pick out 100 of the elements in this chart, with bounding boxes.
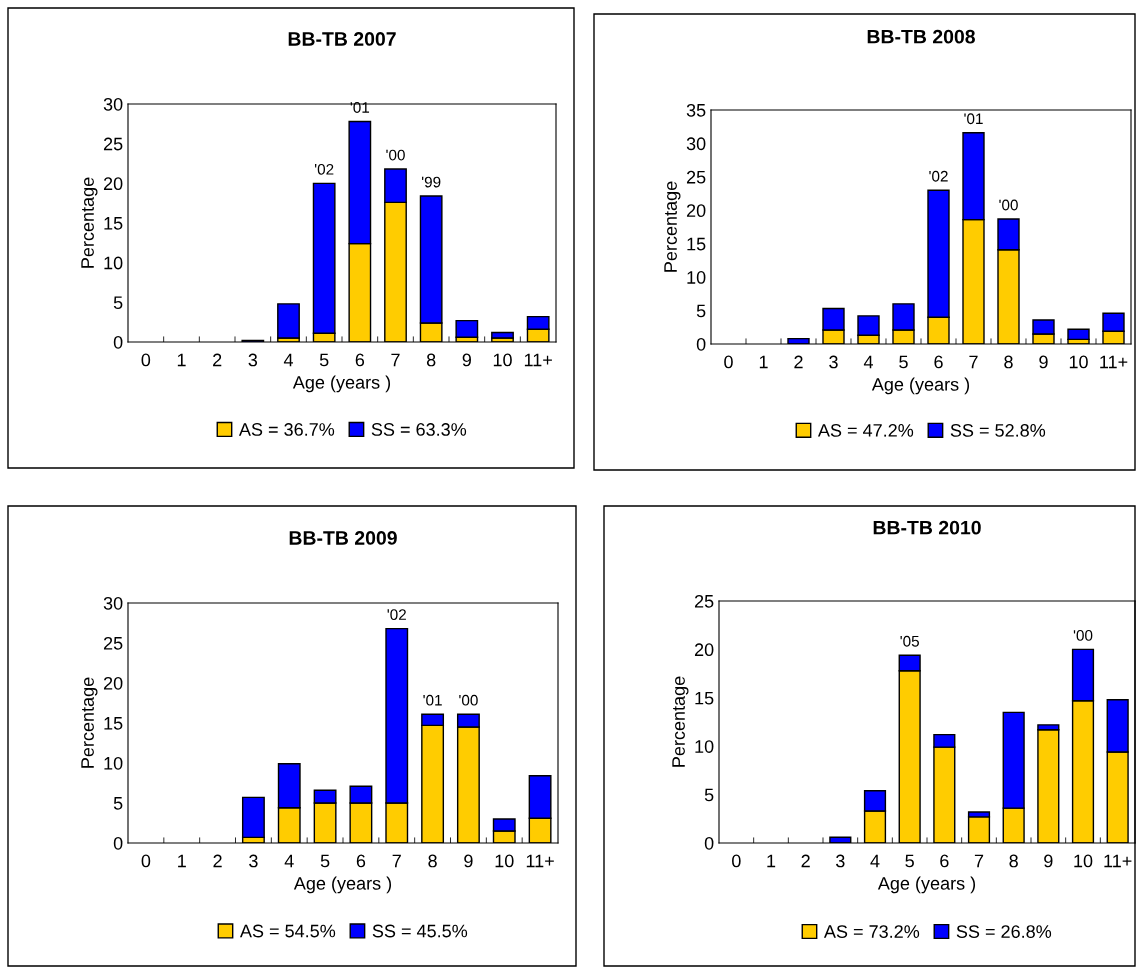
y-tick-label: 30 — [103, 97, 123, 111]
y-tick-label: 10 — [695, 740, 714, 753]
x-tick-label: 2 — [794, 355, 803, 369]
annotation: '02 — [387, 609, 406, 621]
x-tick-label: 10 — [1074, 854, 1093, 868]
x-tick-label: 8 — [426, 353, 436, 367]
y-tick-label: 10 — [104, 256, 123, 270]
y-tick-label: 0 — [704, 836, 714, 850]
x-tick-label: 6 — [355, 353, 365, 367]
x-tick-label: 7 — [392, 854, 401, 868]
x-tick-label: 7 — [974, 854, 984, 868]
y-tick-label: 15 — [687, 237, 706, 251]
x-tick-label: 8 — [1004, 355, 1013, 369]
x-tick-label: 7 — [969, 355, 978, 369]
x-tick-label: 3 — [836, 854, 845, 868]
legend-label: AS = 47.2% — [817, 424, 914, 437]
annotation: '01 — [350, 102, 370, 113]
x-tick-label: 2 — [213, 353, 222, 367]
y-axis-title: Percentage — [81, 177, 98, 268]
annotation: '02 — [929, 170, 948, 182]
y-axis-title: Percentage — [672, 676, 689, 767]
x-tick-label: 10 — [1069, 355, 1088, 369]
y-tick-label: 5 — [113, 797, 123, 810]
annotation: '00 — [459, 694, 478, 706]
x-tick-label: 3 — [829, 355, 838, 369]
x-tick-label: 8 — [428, 854, 437, 868]
y-tick-label: 5 — [113, 296, 123, 310]
x-tick-label: 0 — [724, 355, 733, 369]
chart-title: BB-TB 2009 — [289, 531, 397, 545]
x-tick-label: 1 — [759, 355, 768, 369]
y-tick-label: 25 — [103, 137, 123, 151]
legend-label: AS = 54.5% — [239, 924, 336, 938]
x-tick-label: 5 — [319, 353, 329, 367]
y-tick-label: 15 — [695, 691, 714, 705]
annotation: '05 — [900, 635, 919, 647]
x-tick-label: 3 — [249, 854, 258, 868]
y-axis-title: Percentage — [664, 181, 681, 272]
annotation: '01 — [964, 113, 983, 125]
x-tick-label: 4 — [863, 355, 873, 369]
x-tick-label: 6 — [356, 854, 366, 868]
chart-title: BB-TB 2008 — [867, 29, 975, 44]
annotation: '02 — [314, 163, 334, 175]
y-tick-label: 20 — [686, 204, 706, 218]
y-tick-label: 20 — [103, 676, 123, 690]
x-tick-label: 2 — [213, 854, 222, 868]
x-tick-label: 0 — [732, 854, 741, 868]
x-tick-label: 4 — [283, 353, 293, 367]
x-tick-label: 9 — [462, 353, 471, 367]
y-tick-label: 15 — [104, 217, 123, 230]
annotation: '01 — [423, 694, 442, 706]
legend-label: AS = 36.7% — [238, 423, 335, 436]
x-tick-label: 3 — [248, 353, 258, 367]
y-tick-label: 0 — [113, 836, 123, 850]
legend-label: AS = 73.2% — [823, 925, 920, 938]
legend-label: SS = 63.3% — [371, 423, 467, 436]
x-tick-label: 2 — [801, 854, 810, 868]
x-axis-title: Age (years ) — [877, 876, 976, 894]
x-axis-title: Age (years ) — [292, 375, 391, 393]
annotation: '99 — [421, 176, 441, 188]
annotation: '00 — [1073, 630, 1093, 641]
y-tick-label: 35 — [686, 103, 706, 117]
x-tick-label: 0 — [141, 353, 151, 367]
x-tick-label: 7 — [391, 353, 400, 367]
x-axis-title: Age (years ) — [871, 377, 970, 395]
x-tick-label: 6 — [940, 854, 949, 868]
legend-label: SS = 52.8% — [950, 424, 1046, 437]
x-tick-label: 1 — [177, 353, 186, 367]
x-tick-label: 0 — [141, 854, 151, 868]
x-tick-label: 11+ — [1100, 355, 1128, 369]
y-tick-label: 20 — [694, 643, 714, 657]
annotation: '00 — [386, 149, 405, 161]
y-tick-label: 0 — [696, 337, 706, 351]
x-tick-label: 1 — [767, 854, 776, 868]
y-tick-label: 30 — [103, 596, 123, 610]
y-tick-label: 5 — [696, 304, 706, 318]
legend-label: SS = 45.5% — [372, 924, 468, 938]
x-tick-label: 1 — [178, 854, 186, 868]
x-tick-label: 5 — [320, 854, 330, 868]
x-tick-label: 8 — [1009, 854, 1018, 868]
chart-title: BB-TB 2007 — [288, 32, 396, 46]
x-tick-label: 9 — [1039, 355, 1048, 369]
y-tick-label: 15 — [104, 717, 123, 730]
y-axis-title: Percentage — [81, 677, 98, 768]
y-tick-label: 30 — [686, 137, 706, 151]
y-tick-label: 0 — [113, 335, 123, 349]
y-tick-label: 10 — [104, 756, 123, 770]
x-tick-label: 5 — [905, 854, 914, 868]
y-tick-label: 5 — [704, 788, 714, 802]
x-tick-label: 11+ — [1104, 854, 1132, 868]
x-tick-label: 11+ — [526, 854, 554, 868]
x-axis-title: Age (years ) — [293, 876, 392, 894]
x-tick-label: 9 — [464, 854, 473, 868]
legend-label: SS = 26.8% — [956, 925, 1052, 938]
x-tick-label: 10 — [495, 854, 514, 868]
x-tick-label: 6 — [934, 355, 943, 369]
y-tick-label: 25 — [103, 636, 123, 650]
y-tick-label: 25 — [686, 170, 706, 184]
annotation: '00 — [999, 199, 1018, 211]
chart-title: BB-TB 2010 — [873, 520, 981, 535]
x-tick-label: 5 — [899, 355, 908, 369]
